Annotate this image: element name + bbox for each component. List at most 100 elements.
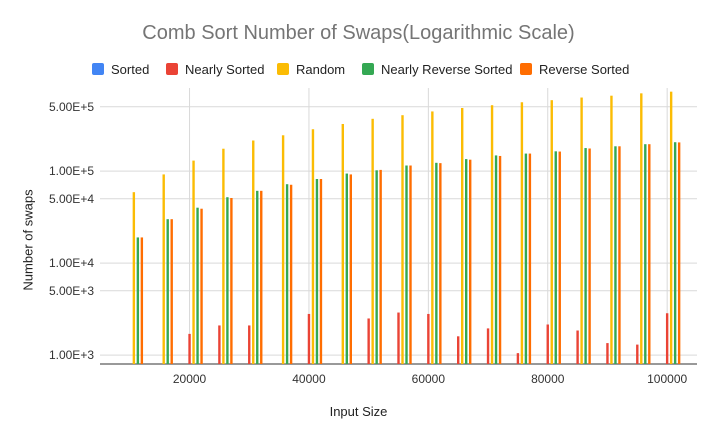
y-tick-label: 1.00E+4 [49, 256, 94, 270]
bar-nearly-reverse-sorted [524, 153, 528, 364]
bar-nearly-sorted [188, 333, 191, 364]
bar-nearly-reverse-sorted [196, 207, 199, 364]
legend-item-nearly-reverse-sorted: Nearly Reverse Sorted [362, 59, 513, 79]
bar-reverse-sorted [170, 219, 173, 364]
bar-random [490, 105, 494, 365]
bar-nearly-reverse-sorted [256, 190, 259, 364]
legend-swatch-reverse-sorted [520, 63, 532, 75]
bar-random [610, 95, 613, 364]
y-tick-label: 5.00E+4 [49, 192, 94, 206]
bar-reverse-sorted [677, 142, 681, 364]
y-axis-label: Number of swaps [20, 189, 36, 291]
bar-reverse-sorted [260, 190, 263, 364]
bar-random [431, 111, 434, 364]
bar-random [580, 97, 583, 364]
bar-random [222, 148, 225, 364]
bar-random [401, 115, 404, 364]
bar-nearly-sorted [367, 318, 370, 364]
bar-reverse-sorted [618, 146, 621, 364]
bar-nearly-sorted [665, 313, 669, 364]
legend-label-nearly-reverse-sorted: Nearly Reverse Sorted [381, 61, 513, 77]
bar-random [162, 174, 165, 364]
bar-reverse-sorted [558, 151, 561, 364]
bar-reverse-sorted [349, 174, 352, 364]
bar-reverse-sorted [409, 165, 412, 364]
x-tick-label: 60000 [412, 372, 446, 386]
legend-label-reverse-sorted: Reverse Sorted [539, 61, 630, 77]
bar-random [252, 140, 255, 364]
bar-reverse-sorted [140, 237, 144, 364]
bar-reverse-sorted [528, 153, 532, 364]
y-tick-label: 5.00E+3 [49, 284, 94, 298]
bar-random [550, 100, 553, 365]
bar-random [461, 108, 464, 364]
bar-nearly-reverse-sorted [166, 219, 169, 364]
bar-reverse-sorted [588, 148, 591, 364]
bar-random [669, 91, 673, 364]
bar-nearly-reverse-sorted [345, 173, 348, 364]
x-tick-label: 20000 [173, 372, 207, 386]
legend-item-sorted: Sorted [92, 59, 149, 79]
bar-random [132, 192, 136, 364]
bar-nearly-reverse-sorted [315, 179, 319, 364]
bar-reverse-sorted [379, 169, 382, 364]
legend-label-nearly-sorted: Nearly Sorted [185, 61, 265, 77]
bar-nearly-sorted [636, 344, 639, 364]
bar-random [311, 129, 315, 364]
bar-nearly-reverse-sorted [375, 170, 378, 364]
bar-nearly-sorted [606, 343, 609, 364]
bar-random [192, 160, 195, 364]
bar-reverse-sorted [439, 163, 442, 364]
y-tick-label: 1.00E+5 [49, 164, 94, 178]
y-tick-label: 1.00E+3 [49, 348, 94, 362]
tick-labels: 1.00E+3 5.00E+3 1.00E+4 5.00E+4 1.00E+5 5.00E… [49, 100, 688, 386]
bar-nearly-sorted [516, 353, 520, 364]
bar-random [341, 123, 344, 365]
bar-nearly-reverse-sorted [136, 237, 140, 364]
legend-swatch-nearly-reverse-sorted [362, 63, 374, 75]
bar-nearly-sorted [218, 325, 221, 364]
bar-nearly-reverse-sorted [435, 162, 438, 364]
bar-random [281, 135, 285, 364]
bar-nearly-reverse-sorted [226, 197, 229, 364]
legend-swatch-nearly-sorted [166, 63, 178, 75]
bar-nearly-reverse-sorted [584, 148, 587, 364]
bar-nearly-sorted [397, 312, 400, 364]
chart-title: Comb Sort Number of Swaps(Logarithmic Sc… [142, 22, 575, 44]
bar-reverse-sorted [319, 179, 323, 364]
legend-label-sorted: Sorted [111, 61, 150, 77]
bar-nearly-reverse-sorted [285, 184, 289, 364]
bar-nearly-reverse-sorted [673, 142, 677, 364]
bar-nearly-reverse-sorted [465, 159, 468, 364]
legend-swatch-random [277, 63, 289, 75]
x-tick-label: 80000 [531, 372, 565, 386]
bar-nearly-sorted [427, 313, 430, 364]
bar-nearly-sorted [457, 336, 460, 364]
x-tick-label: 40000 [292, 372, 326, 386]
bar-random [371, 118, 374, 364]
bar-random [640, 93, 643, 364]
bar-reverse-sorted [469, 159, 472, 364]
y-tick-label: 5.00E+5 [49, 100, 94, 114]
legend-item-reverse-sorted: Reverse Sorted [520, 59, 629, 79]
bars [132, 91, 681, 365]
bar-reverse-sorted [498, 155, 502, 364]
bar-reverse-sorted [200, 208, 203, 364]
bar-nearly-sorted [307, 313, 311, 364]
bar-nearly-sorted [248, 325, 251, 364]
bar-nearly-sorted [486, 328, 490, 364]
bar-reverse-sorted [289, 184, 293, 364]
bar-nearly-sorted [546, 324, 549, 364]
bar-nearly-reverse-sorted [554, 151, 557, 364]
legend-label-random: Random [296, 61, 346, 77]
legend: Sorted Nearly Sorted Random Nearly Rever… [0, 59, 717, 79]
bar-nearly-reverse-sorted [405, 165, 408, 364]
bar-nearly-reverse-sorted [494, 155, 498, 364]
bar-reverse-sorted [230, 197, 233, 364]
bar-nearly-reverse-sorted [614, 146, 617, 364]
bar-reverse-sorted [648, 144, 651, 364]
legend-item-nearly-sorted: Nearly Sorted [166, 59, 264, 79]
x-axis-label: Input Size [329, 404, 388, 419]
